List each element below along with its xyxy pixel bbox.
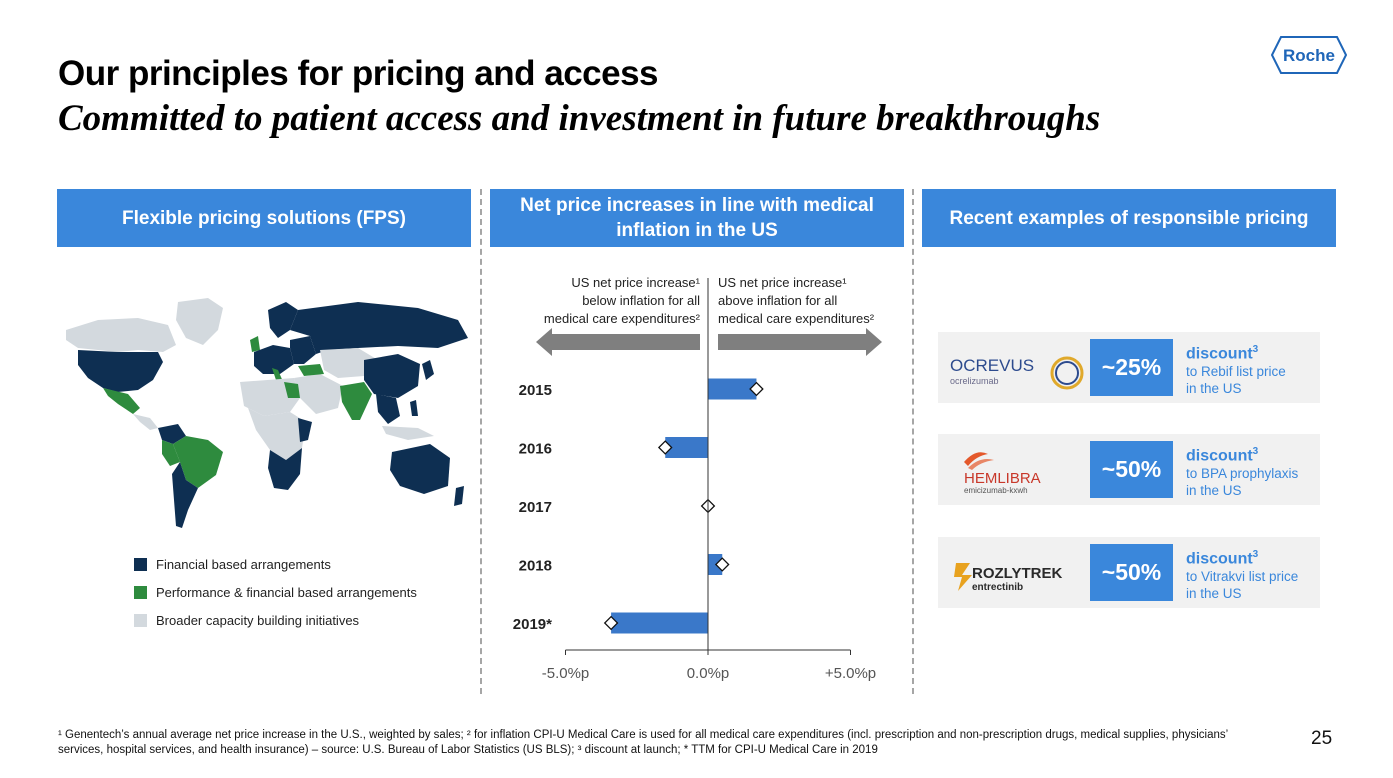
net-price-header: Net price increases in line with medical… (490, 189, 904, 247)
x-tick-label: +5.0%p (825, 665, 876, 682)
x-tick-label: -5.0%p (542, 665, 590, 682)
legend-label: Performance & financial based arrangemen… (156, 584, 417, 600)
map-india (340, 382, 372, 420)
legend-swatch-financial (134, 557, 147, 571)
rozlytrek-logo: ROZLYTREK entrectinib (948, 545, 1088, 600)
divider-left (480, 189, 482, 694)
bar (708, 378, 757, 400)
hemlibra-logo: HEMLIBRA emicizumab-kxwh (948, 442, 1088, 497)
map-central-asia (320, 348, 378, 378)
legend-item-performance: Performance & financial based arrangemen… (134, 578, 417, 606)
page-number: 25 (1311, 728, 1333, 749)
hemlibra-brand-text: HEMLIBRA (964, 470, 1041, 487)
example-card-ocrevus: OCREVUS ocrelizumab ~25% discount3 to Re… (938, 332, 1320, 403)
bar (665, 437, 708, 458)
examples-header: Recent examples of responsible pricing (922, 189, 1336, 247)
right-label-line: above inflation for all (718, 293, 837, 308)
hemlibra-discount-pct: ~50% (1090, 441, 1173, 498)
rozlytrek-generic-text: entrectinib (972, 582, 1023, 593)
world-map (58, 290, 472, 530)
map-central-america (133, 414, 158, 430)
map-central-africa (248, 408, 306, 460)
map-peru (162, 440, 180, 466)
footnote: ¹ Genentech’s annual average net price i… (58, 729, 1228, 756)
map-eastern-europe (290, 336, 316, 364)
right-arrow (718, 328, 882, 356)
map-north-africa (240, 378, 300, 416)
category-label: 2016 (519, 441, 552, 458)
example-card-rozlytrek: ROZLYTREK entrectinib ~50% discount3 to … (938, 537, 1320, 608)
map-scandinavia (268, 302, 298, 338)
net-price-chart-svg: US net price increase¹ below inflation fo… (513, 275, 882, 682)
ocrevus-discount-pct: ~25% (1090, 339, 1173, 396)
x-axis-group: -5.0%p 0.0%p +5.0%p (542, 358, 876, 682)
category-label: 2017 (519, 499, 552, 516)
ocrevus-discount-text: discount3 to Rebif list price in the US (1186, 344, 1286, 397)
hemlibra-discount-text: discount3 to BPA prophylaxis in the US (1186, 446, 1299, 499)
map-legend: Financial based arrangements Performance… (134, 550, 417, 634)
legend-label: Broader capacity building initiatives (156, 612, 360, 628)
map-colombia (158, 424, 186, 444)
right-label-line: US net price increase¹ (718, 275, 847, 290)
category-label: 2018 (519, 558, 552, 575)
left-label-line: medical care expenditures² (544, 311, 701, 326)
example-card-hemlibra: HEMLIBRA emicizumab-kxwh ~50% discount3 … (938, 434, 1320, 505)
left-direction-label: US net price increase¹ below inflation fo… (544, 275, 701, 326)
map-turkey (298, 364, 324, 376)
map-southern-africa (268, 448, 302, 490)
legend-swatch-performance (134, 585, 147, 599)
bars-group: 2015 2016 2017 2018 2019* (513, 378, 764, 634)
page-title: Our principles for pricing and access (58, 54, 659, 93)
map-east-africa (298, 418, 312, 442)
left-label-line: US net price increase¹ (571, 275, 700, 290)
legend-item-capacity: Broader capacity building initiatives (134, 606, 417, 634)
marker (603, 615, 619, 631)
category-label: 2019* (513, 616, 552, 633)
category-label: 2015 (519, 382, 552, 399)
rozlytrek-discount-text: discount3 to Vitrakvi list price in the … (1186, 549, 1299, 602)
map-korea-japan (422, 360, 434, 380)
left-label-line: below inflation for all (582, 293, 700, 308)
ocrevus-brand-text: OCREVUS (950, 356, 1034, 375)
right-direction-label: US net price increase¹ above inflation fo… (718, 275, 875, 326)
map-greenland (176, 298, 223, 345)
marker (749, 381, 764, 397)
map-brazil (173, 436, 223, 488)
net-price-chart: US net price increase¹ below inflation fo… (490, 260, 905, 690)
legend-swatch-capacity (134, 613, 147, 627)
page-subtitle: Committed to patient access and investme… (58, 98, 1101, 139)
roche-logo: Roche (1270, 35, 1348, 75)
rozlytrek-discount-pct: ~50% (1090, 544, 1173, 601)
hemlibra-generic-text: emicizumab-kxwh (964, 486, 1028, 495)
map-russia (290, 302, 468, 354)
rozlytrek-brand-text: ROZLYTREK (972, 565, 1062, 582)
map-usa (78, 350, 163, 392)
bar (611, 612, 708, 634)
ocrevus-logo: OCREVUS ocrelizumab (948, 340, 1088, 395)
marker (714, 557, 730, 572)
x-tick-label: 0.0%p (687, 665, 730, 682)
map-se-asia (376, 394, 400, 424)
map-western-europe (254, 345, 294, 374)
map-philippines (410, 400, 418, 416)
map-australia (390, 444, 450, 494)
map-indonesia (382, 426, 434, 440)
ocrevus-generic-text: ocrelizumab (950, 376, 999, 386)
map-middle-east (294, 374, 343, 414)
map-argentina (172, 462, 198, 528)
fps-header: Flexible pricing solutions (FPS) (57, 189, 471, 247)
map-uk (250, 336, 260, 352)
legend-label: Financial based arrangements (156, 556, 331, 572)
left-arrow (536, 328, 700, 356)
map-china (364, 354, 420, 398)
map-egypt (284, 382, 300, 398)
map-canada (66, 318, 176, 352)
marker (657, 440, 673, 455)
map-mexico (103, 388, 140, 414)
roche-logo-text: Roche (1283, 46, 1335, 65)
map-new-zealand (454, 486, 464, 506)
divider-right (912, 189, 914, 694)
legend-item-financial: Financial based arrangements (134, 550, 417, 578)
right-label-line: medical care expenditures² (718, 311, 875, 326)
